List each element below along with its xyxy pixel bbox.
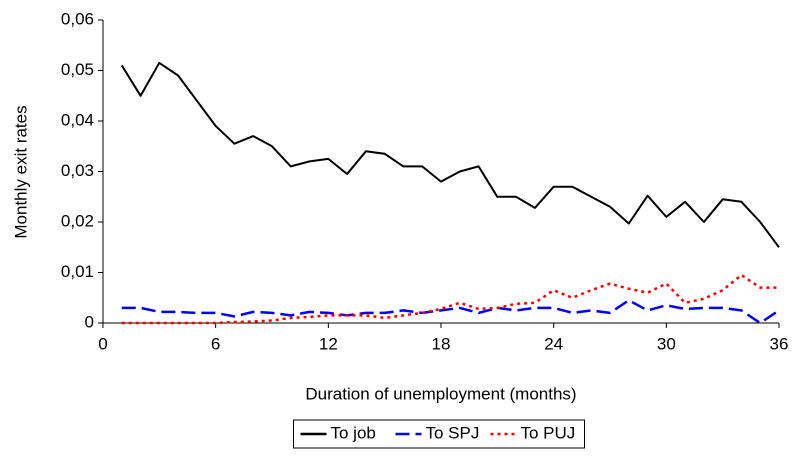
x-tick-label: 12 [319, 334, 338, 353]
y-tick-label: 0,05 [61, 60, 94, 79]
x-tick-label: 30 [657, 334, 676, 353]
x-tick-label: 6 [211, 334, 220, 353]
legend-label: To PUJ [521, 423, 576, 442]
legend-box [293, 419, 585, 449]
legend-label: To SPJ [426, 423, 480, 442]
x-axis-label: Duration of unemployment (months) [305, 384, 576, 403]
y-tick-label: 0,02 [61, 211, 94, 230]
y-tick-label: 0,04 [61, 110, 94, 129]
x-tick-label: 0 [98, 334, 107, 353]
x-tick-label: 18 [432, 334, 451, 353]
x-tick-label: 36 [770, 334, 789, 353]
legend-label: To job [331, 423, 376, 442]
y-tick-label: 0,03 [61, 161, 94, 180]
y-tick-label: 0,01 [61, 262, 94, 281]
y-tick-label: 0,06 [61, 9, 94, 28]
x-tick-label: 24 [544, 334, 563, 353]
series-line [121, 273, 779, 325]
y-axis-label: Monthly exit rates [11, 105, 30, 238]
y-tick-label: 0 [85, 312, 94, 331]
series-line [121, 299, 780, 325]
series-line [120, 61, 780, 248]
